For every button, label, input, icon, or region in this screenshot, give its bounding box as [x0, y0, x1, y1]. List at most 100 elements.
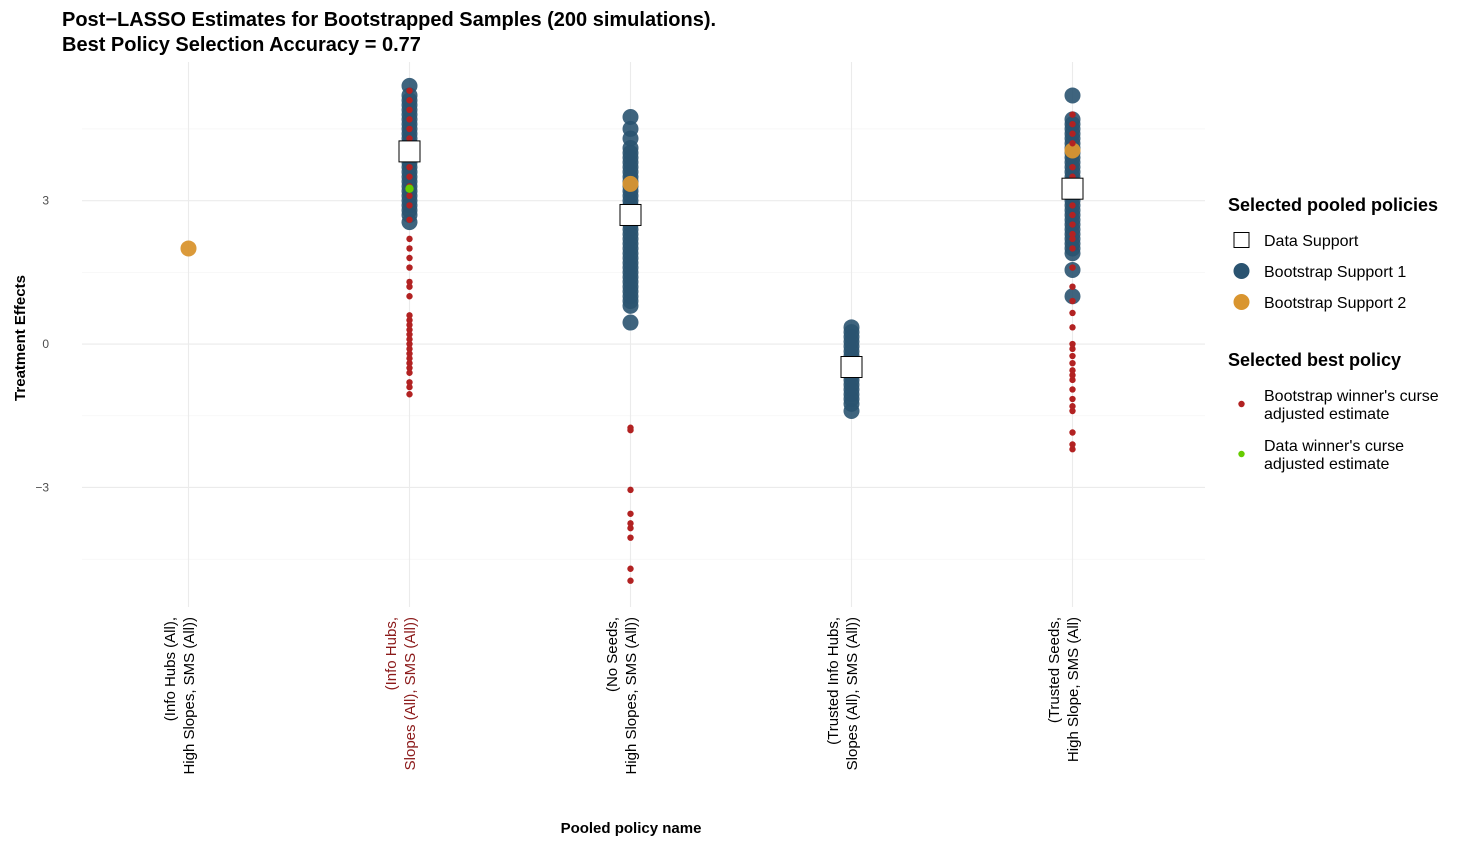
- bootstrap-adjusted-point: [406, 202, 413, 209]
- bootstrap-adjusted-point: [406, 391, 413, 398]
- bootstrap-adjusted-point: [406, 278, 413, 286]
- bootstrap-adjusted-point: [406, 216, 413, 223]
- x-tick-label: (Info Hubs,: [383, 617, 400, 690]
- bootstrap-adjusted-point: [1069, 324, 1076, 331]
- bootstrap-adjusted-point: [1069, 111, 1076, 118]
- data-support-point: [398, 140, 421, 163]
- bootstrap-adjusted-point: [1069, 120, 1076, 128]
- x-tick-label: Slopes (All), SMS (All)): [844, 617, 861, 770]
- x-tick-label: (Trusted Info Hubs,: [825, 617, 842, 745]
- bootstrap-adjusted-point: [1069, 221, 1076, 228]
- bootstrap-adjusted-point: [1069, 359, 1076, 367]
- x-axis-title: Pooled policy name: [561, 820, 702, 837]
- bootstrap-support-2-point: [622, 175, 639, 192]
- bootstrap-adjusted-point: [406, 326, 413, 333]
- x-tick-label: (Info Hubs (All),: [162, 617, 179, 721]
- bootstrap-adjusted-point: [627, 565, 634, 572]
- data-adjusted-point: [405, 184, 414, 193]
- bootstrap-adjusted-point: [1069, 403, 1076, 410]
- bootstrap-support-1-point: [1064, 87, 1081, 104]
- legend-key-data-support: [1233, 232, 1250, 248]
- bootstrap-adjusted-point: [406, 106, 413, 114]
- bootstrap-adjusted-point: [1069, 376, 1076, 384]
- bootstrap-support-1-point: [622, 108, 639, 125]
- bootstrap-adjusted-point: [406, 173, 413, 180]
- legend-title-pooled: Selected pooled policies: [1228, 195, 1438, 215]
- bootstrap-support-1-point: [622, 314, 639, 331]
- bootstrap-adjusted-point: [406, 345, 413, 353]
- bootstrap-adjusted-point: [1069, 441, 1076, 448]
- bootstrap-support-2-point: [1064, 142, 1081, 159]
- bootstrap-support-1-point: [1064, 288, 1081, 305]
- bootstrap-adjusted-point: [1069, 297, 1076, 305]
- chart-title: Post−LASSO Estimates for Bootstrapped Sa…: [62, 9, 716, 31]
- bootstrap-adjusted-point: [406, 312, 413, 319]
- bootstrap-adjusted-point: [406, 321, 413, 329]
- bootstrap-adjusted-point: [627, 486, 634, 494]
- bootstrap-adjusted-point: [406, 135, 413, 142]
- legend-key-bootstrap-support-2: [1233, 294, 1250, 310]
- bootstrap-adjusted-point: [1069, 202, 1076, 209]
- grid: [82, 62, 1205, 607]
- bootstrap-adjusted-point: [406, 364, 413, 372]
- bootstrap-adjusted-point: [406, 293, 413, 300]
- bootstrap-adjusted-point: [406, 369, 413, 376]
- bootstrap-adjusted-point: [1069, 386, 1076, 393]
- bootstrap-adjusted-point: [1069, 245, 1076, 252]
- bootstrap-adjusted-point: [627, 534, 634, 541]
- bootstrap-support-2-point: [180, 240, 197, 257]
- bootstrap-adjusted-point: [406, 350, 413, 357]
- bootstrap-support-1-point: [1064, 245, 1081, 262]
- bootstrap-adjusted-point: [406, 383, 413, 391]
- bootstrap-adjusted-point: [406, 192, 413, 200]
- bootstrap-adjusted-point: [1069, 230, 1076, 238]
- bootstrap-adjusted-point: [406, 355, 413, 362]
- bootstrap-adjusted-point: [1069, 371, 1076, 379]
- legend-label-best: adjusted estimate: [1264, 456, 1390, 473]
- legend-key-bootstrap-support-1: [1233, 263, 1250, 279]
- bootstrap-adjusted-point: [1069, 211, 1076, 219]
- bootstrap-adjusted-point: [1069, 446, 1076, 453]
- legend: Selected pooled policies Selected best p…: [1228, 195, 1439, 473]
- plot-points: [180, 77, 1084, 584]
- bootstrap-adjusted-point: [627, 426, 634, 434]
- legend-label-pooled: Bootstrap Support 1: [1264, 264, 1406, 281]
- bootstrap-adjusted-point: [1069, 407, 1076, 415]
- bootstrap-adjusted-point: [627, 510, 634, 517]
- bootstrap-adjusted-point: [406, 245, 413, 252]
- bootstrap-support-1-point: [622, 297, 639, 314]
- bootstrap-adjusted-point: [406, 87, 413, 94]
- data-support-point: [1061, 177, 1084, 200]
- bootstrap-adjusted-point: [1069, 264, 1076, 271]
- bootstrap-adjusted-point: [1069, 429, 1076, 436]
- bootstrap-adjusted-point: [1069, 352, 1076, 360]
- bootstrap-adjusted-point: [1069, 283, 1076, 290]
- data-support-point: [619, 203, 642, 226]
- x-tick-label: (No Seeds,: [604, 617, 621, 692]
- bootstrap-adjusted-point: [406, 235, 413, 243]
- y-tick-label: 3: [42, 194, 49, 208]
- y-axis-ticks: −3 0 3: [35, 194, 49, 495]
- bootstrap-adjusted-point: [1069, 345, 1076, 353]
- x-axis-ticks: (Info Hubs (All), High Slopes, SMS (All))…: [162, 617, 1082, 775]
- bootstrap-adjusted-point: [406, 125, 413, 133]
- legend-label-best: Data winner's curse: [1264, 438, 1404, 455]
- bootstrap-adjusted-point: [1069, 130, 1076, 137]
- bootstrap-adjusted-point: [406, 264, 413, 271]
- bootstrap-adjusted-point: [1069, 309, 1076, 317]
- bootstrap-adjusted-point: [406, 116, 413, 123]
- bootstrap-adjusted-point: [1069, 340, 1076, 348]
- y-tick-label: −3: [35, 480, 49, 494]
- bootstrap-adjusted-point: [406, 359, 413, 367]
- legend-label-best: adjusted estimate: [1264, 406, 1390, 423]
- bootstrap-adjusted-point: [406, 379, 413, 386]
- x-tick-label: Slopes (All), SMS (All)): [402, 617, 419, 770]
- bootstrap-adjusted-point: [406, 331, 413, 338]
- legend-label-pooled: Data Support: [1264, 233, 1359, 250]
- bootstrap-adjusted-point: [406, 340, 413, 348]
- bootstrap-adjusted-point: [627, 520, 634, 527]
- x-tick-label: High Slope, SMS (All): [1065, 617, 1082, 762]
- bootstrap-adjusted-point: [1069, 163, 1076, 171]
- legend-label-best: Bootstrap winner's curse: [1264, 388, 1439, 405]
